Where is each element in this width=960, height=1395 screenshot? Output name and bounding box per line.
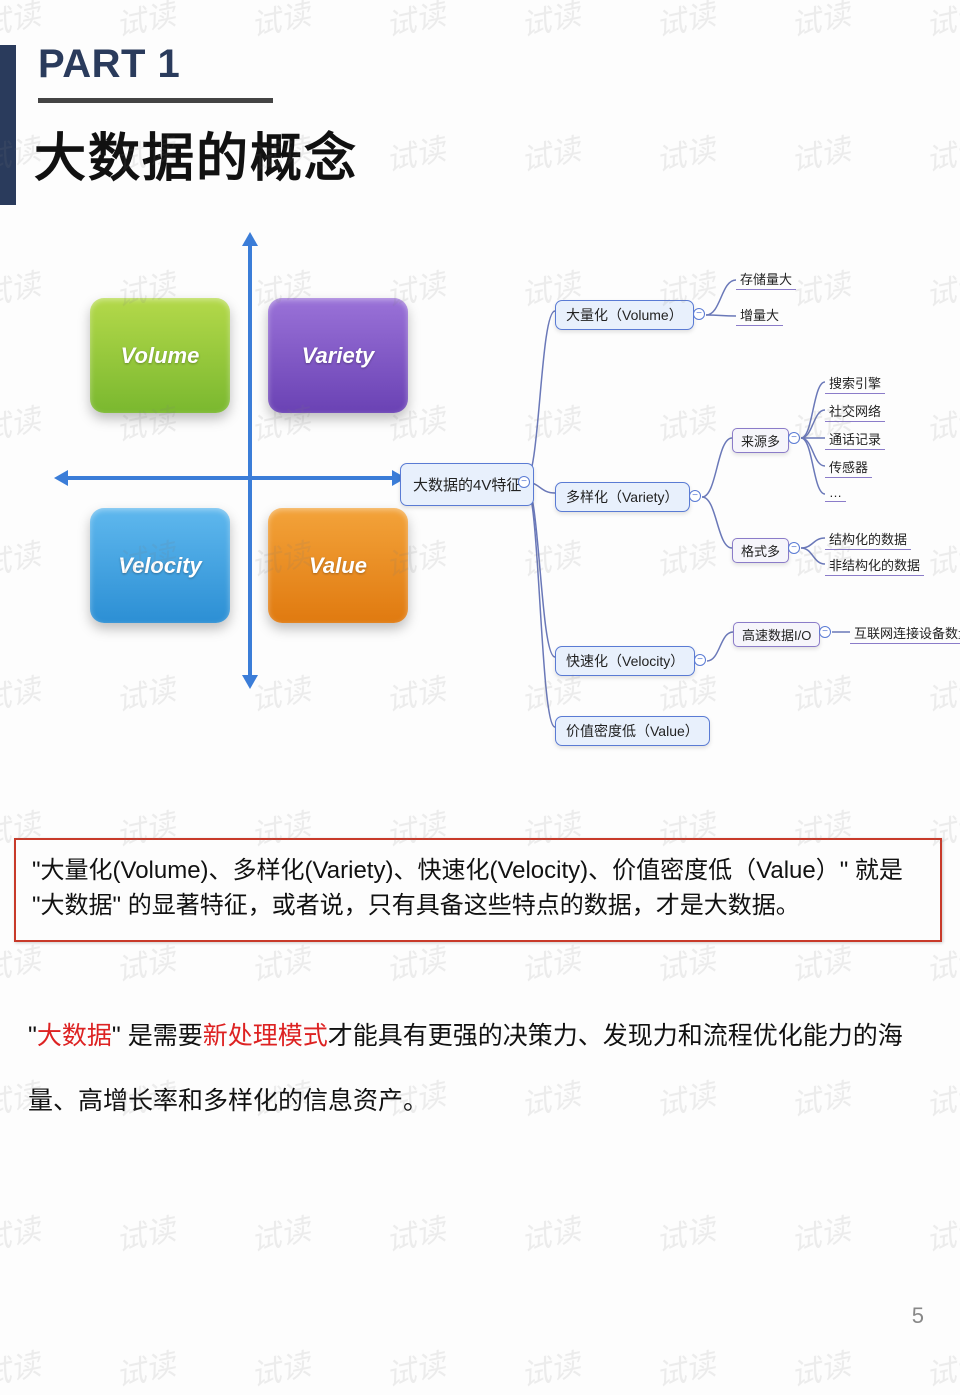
watermark: 试读 <box>381 1339 449 1395</box>
arrow-up-icon <box>242 232 258 246</box>
watermark: 试读 <box>0 1204 44 1260</box>
quadrant-box-value: Value <box>268 508 408 623</box>
watermark: 试读 <box>786 934 854 990</box>
watermark: 试读 <box>516 1339 584 1395</box>
watermark: 试读 <box>246 934 314 990</box>
emphasis-bigdata: 大数据 <box>37 1022 112 1050</box>
watermark: 试读 <box>921 1339 960 1395</box>
arrow-left-icon <box>54 470 68 486</box>
watermark: 试读 <box>111 1339 179 1395</box>
leaf-source-2: 通话记录 <box>825 428 885 450</box>
watermark: 试读 <box>651 1204 719 1260</box>
sub-formats: 格式多 <box>732 538 789 563</box>
watermark: 试读 <box>111 1204 179 1260</box>
mindmap-root: 大数据的4V特征 <box>400 463 534 506</box>
watermark: 试读 <box>0 259 44 315</box>
watermark: 试读 <box>921 0 960 45</box>
watermark: 试读 <box>786 0 854 45</box>
watermark: 试读 <box>0 934 44 990</box>
watermark: 试读 <box>651 124 719 180</box>
watermark: 试读 <box>381 1204 449 1260</box>
axis-horizontal <box>60 476 400 480</box>
watermark: 试读 <box>0 1339 44 1395</box>
sub-formats-toggle: − <box>788 542 800 554</box>
quadrant-box-volume: Volume <box>90 298 230 413</box>
branch-2-toggle: − <box>694 654 706 666</box>
quadrant-box-velocity: Velocity <box>90 508 230 623</box>
sub-highspeed: 高速数据I/O <box>733 622 820 647</box>
emphasis-newmode: 新处理模式 <box>203 1022 328 1050</box>
def-mid1: " 是需要 <box>112 1022 203 1050</box>
leaf-source-4: … <box>825 484 846 502</box>
watermark: 试读 <box>786 124 854 180</box>
quadrant-diagram: VolumeVarietyVelocityValue <box>60 238 400 683</box>
part-label: PART 1 <box>38 42 180 87</box>
page-title: 大数据的概念 <box>34 116 358 191</box>
watermark: 试读 <box>651 0 719 45</box>
watermark: 试读 <box>651 1339 719 1395</box>
watermark: 试读 <box>0 664 44 720</box>
leaf-storage: 存储量大 <box>736 268 796 290</box>
mindmap-branch-2: 快速化（Velocity） <box>555 646 695 676</box>
watermark: 试读 <box>381 124 449 180</box>
leaf-increment: 增量大 <box>736 304 783 326</box>
watermark: 试读 <box>0 394 44 450</box>
quadrant-box-variety: Variety <box>268 298 408 413</box>
watermark: 试读 <box>381 934 449 990</box>
leaf-format-0: 结构化的数据 <box>825 528 911 550</box>
page-number: 5 <box>912 1303 924 1329</box>
sub-sources-toggle: − <box>788 432 800 444</box>
branch-1-toggle: − <box>689 490 701 502</box>
watermark: 试读 <box>651 934 719 990</box>
quote-open: " <box>28 1022 37 1050</box>
sub-highspeed-toggle: − <box>819 626 831 638</box>
axis-vertical <box>248 238 252 683</box>
mindmap-branch-1: 多样化（Variety） <box>555 482 690 512</box>
mindmap-root-toggle: − <box>518 476 530 488</box>
mindmap-diagram: 大数据的4V特征−大量化（Volume）多样化（Variety）快速化（Velo… <box>400 238 955 778</box>
summary-text: "大量化(Volume)、多样化(Variety)、快速化(Velocity)、… <box>32 857 903 919</box>
summary-box: "大量化(Volume)、多样化(Variety)、快速化(Velocity)、… <box>14 838 942 942</box>
mindmap-branch-3: 价值密度低（Value） <box>555 716 710 746</box>
watermark: 试读 <box>921 1204 960 1260</box>
watermark: 试读 <box>0 0 44 45</box>
leaf-source-3: 传感器 <box>825 456 872 478</box>
watermark: 试读 <box>516 0 584 45</box>
definition-paragraph: "大数据" 是需要新处理模式才能具有更强的决策力、发现力和流程优化能力的海量、高… <box>28 1004 938 1134</box>
part-underline <box>38 98 273 103</box>
watermark: 试读 <box>246 0 314 45</box>
mindmap-branch-0: 大量化（Volume） <box>555 300 694 330</box>
watermark: 试读 <box>921 124 960 180</box>
leaf-source-1: 社交网络 <box>825 400 885 422</box>
leaf-source-0: 搜索引擎 <box>825 372 885 394</box>
watermark: 试读 <box>786 1339 854 1395</box>
sub-sources: 来源多 <box>732 428 789 453</box>
watermark: 试读 <box>111 0 179 45</box>
header-sidebar <box>0 45 16 205</box>
leaf-format-1: 非结构化的数据 <box>825 554 924 576</box>
branch-0-toggle: − <box>693 308 705 320</box>
watermark: 试读 <box>516 1204 584 1260</box>
arrow-down-icon <box>242 675 258 689</box>
watermark: 试读 <box>246 1339 314 1395</box>
watermark: 试读 <box>111 934 179 990</box>
watermark: 试读 <box>516 124 584 180</box>
watermark: 试读 <box>381 0 449 45</box>
watermark: 试读 <box>246 1204 314 1260</box>
watermark: 试读 <box>786 1204 854 1260</box>
watermark: 试读 <box>516 934 584 990</box>
watermark: 试读 <box>0 529 44 585</box>
leaf-iot: 互联网连接设备数量增长 <box>850 622 960 644</box>
watermark: 试读 <box>921 934 960 990</box>
